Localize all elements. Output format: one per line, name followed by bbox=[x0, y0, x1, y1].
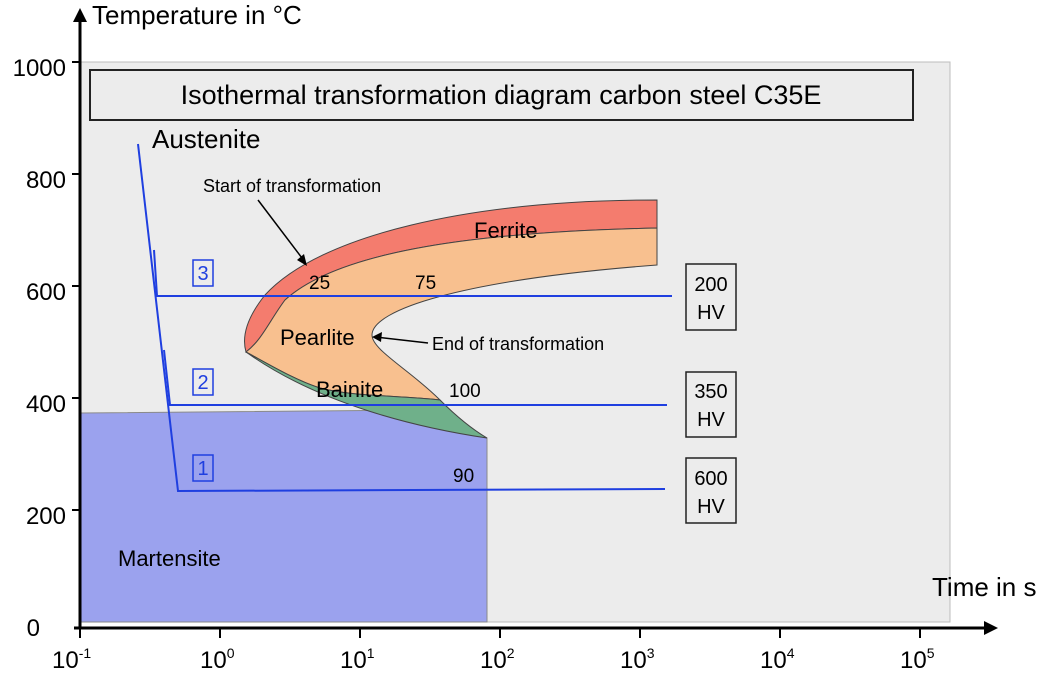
cooling-curve-2 bbox=[163, 349, 667, 406]
martensite-label: Martensite bbox=[118, 546, 221, 571]
hardness-unit-2: HV bbox=[697, 409, 725, 431]
x-tick-label: 100 bbox=[200, 645, 235, 674]
start-arrow bbox=[257, 199, 306, 263]
hardness-box-3 bbox=[685, 263, 737, 331]
y-tick-label: 800 bbox=[26, 167, 66, 194]
title-box bbox=[89, 69, 914, 121]
path-2-label: 2 bbox=[197, 372, 208, 394]
start-arrow-head-icon bbox=[297, 254, 307, 266]
start-annotation: Start of transformation bbox=[203, 176, 381, 196]
path-2-box bbox=[192, 368, 214, 396]
hardness-value-1: 600 bbox=[694, 468, 727, 490]
hardness-unit-3: HV bbox=[697, 302, 725, 324]
path-1-label: 1 bbox=[197, 458, 208, 480]
x-tick-label: 101 bbox=[340, 645, 375, 674]
path-3-label: 3 bbox=[197, 263, 208, 285]
path-1-box bbox=[192, 454, 214, 482]
ferrite-label: Ferrite bbox=[474, 218, 538, 243]
end-annotation: End of transformation bbox=[432, 334, 604, 354]
hardness-box-2 bbox=[685, 371, 737, 438]
x-tick-label: 105 bbox=[900, 645, 935, 674]
x-tick-label: 104 bbox=[760, 645, 795, 674]
martensite-region bbox=[79, 409, 488, 623]
cooling-curve-3 bbox=[153, 249, 672, 297]
value-25: 25 bbox=[309, 273, 330, 294]
x-tick-marks bbox=[79, 628, 921, 638]
bainite-band bbox=[245, 351, 488, 439]
austenite-label: Austenite bbox=[152, 124, 260, 154]
value-75: 75 bbox=[415, 273, 436, 294]
value-100: 100 bbox=[449, 381, 481, 402]
y-axis-title: Temperature in °C bbox=[92, 0, 302, 30]
hardness-value-3: 200 bbox=[694, 274, 727, 296]
y-tick-label: 1000 bbox=[13, 55, 66, 82]
pearlite-label: Pearlite bbox=[280, 325, 355, 350]
x-axis-arrow-icon bbox=[984, 621, 998, 635]
value-90: 90 bbox=[453, 466, 474, 487]
x-tick-label: 10-1 bbox=[52, 645, 91, 674]
end-arrow bbox=[375, 336, 429, 344]
y-axis-arrow-icon bbox=[73, 8, 87, 22]
y-tick-label: 400 bbox=[26, 391, 66, 418]
y-tick-label: 200 bbox=[26, 503, 66, 530]
cooling-curve-1 bbox=[137, 143, 666, 493]
end-arrow-head-icon bbox=[372, 332, 382, 342]
hardness-box-1 bbox=[685, 457, 737, 524]
y-tick-label: 600 bbox=[26, 279, 66, 306]
x-axis-title: Time in s bbox=[932, 572, 1037, 602]
diagram-title: Isothermal transformation diagram carbon… bbox=[181, 80, 822, 110]
x-tick-label: 103 bbox=[620, 645, 655, 674]
hardness-value-2: 350 bbox=[694, 381, 727, 403]
y-tick-marks bbox=[72, 61, 80, 511]
path-3-box bbox=[192, 259, 214, 287]
hardness-unit-1: HV bbox=[697, 496, 725, 518]
cooling-curves bbox=[137, 143, 672, 493]
x-tick-label: 102 bbox=[480, 645, 515, 674]
bainite-label: Bainite bbox=[316, 377, 383, 402]
y-tick-label: 0 bbox=[27, 615, 40, 642]
